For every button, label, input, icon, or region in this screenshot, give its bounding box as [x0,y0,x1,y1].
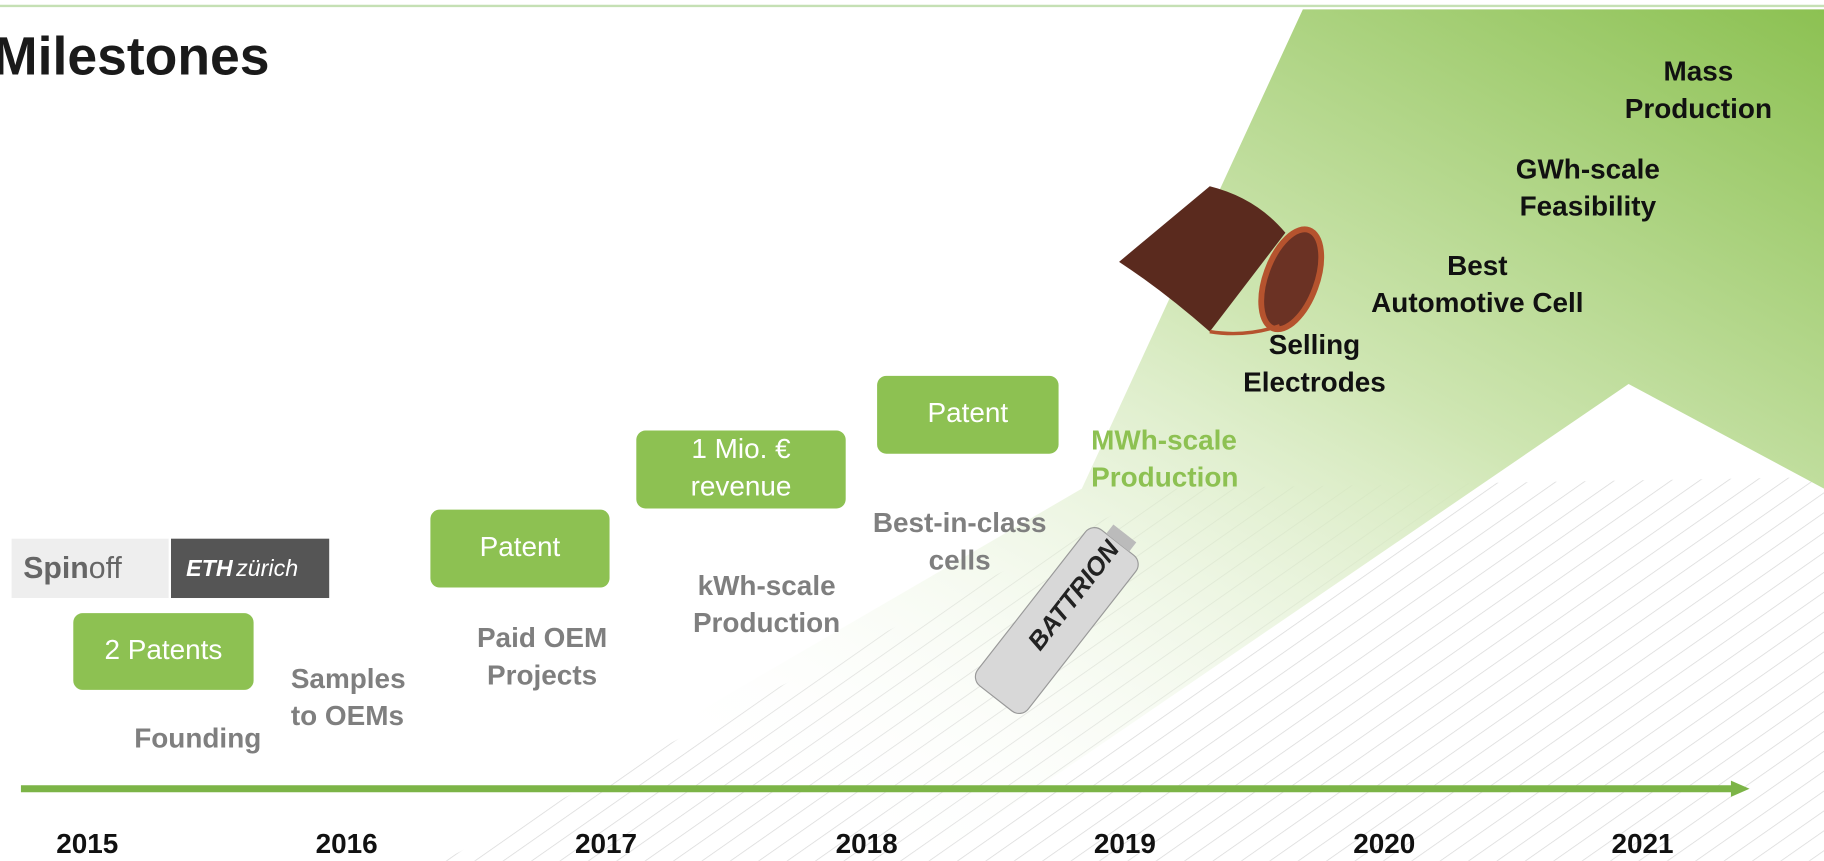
year-label: 2018 [836,828,898,859]
milestone-label: Projects [487,659,597,690]
milestone-label: kWh-scale [698,570,836,601]
milestone-label: cells [929,544,991,575]
milestone-label: Founding [134,722,261,753]
page: Milestones Spinoff ETHzürich BATTRION 20… [0,0,1824,861]
milestone-label: Best [1447,250,1508,281]
box-text: revenue [691,470,792,501]
milestone-label: Automotive Cell [1371,287,1583,318]
year-label: 2016 [316,828,378,859]
year-label: 2017 [575,828,637,859]
logo-left: Spinoff [23,552,122,585]
box-text: 2 Patents [104,634,222,665]
milestone-label: MWh-scale [1091,425,1237,456]
milestone-label: to OEMs [291,700,404,731]
year-label: 2021 [1611,828,1673,859]
milestone-label: Samples [291,663,406,694]
milestone-label: Electrodes [1243,366,1386,397]
milestone-label: Selling [1269,329,1361,360]
milestone-label: Mass [1663,56,1733,87]
milestone-label: Production [1625,93,1772,124]
milestone-label: Feasibility [1520,191,1657,222]
milestone-label: Best-in-class [873,507,1047,538]
milestone-label: GWh-scale [1516,153,1660,184]
year-label: 2020 [1353,828,1415,859]
box-text: Patent [927,397,1008,428]
box-text: Patent [480,531,561,562]
slide: Milestones Spinoff ETHzürich BATTRION 20… [0,0,1824,861]
milestone-label: Production [1091,462,1238,493]
logo-spin: Spin [23,552,89,585]
logo-eth: ETH [186,555,234,581]
title: Milestones [0,28,270,87]
year-label: 2015 [56,828,118,859]
box-text: 1 Mio. € [691,433,791,464]
logo-zurich: zürich [235,555,298,581]
milestone-label: Paid OEM [477,622,607,653]
milestone-label: Production [693,607,840,638]
logo-off: off [89,552,123,585]
year-label: 2019 [1094,828,1156,859]
